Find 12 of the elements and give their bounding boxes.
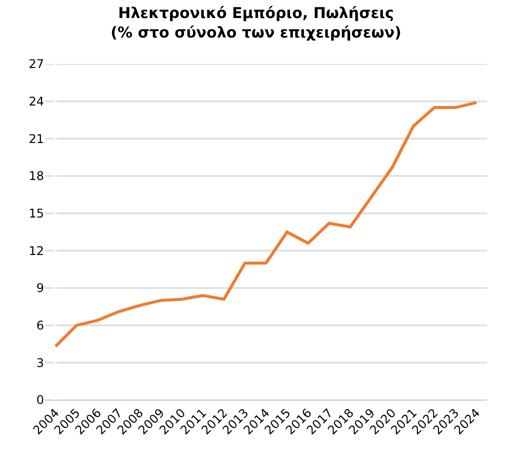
y-tick-label: 24 xyxy=(28,94,44,109)
y-tick-label: 18 xyxy=(28,169,44,184)
y-tick-label: 12 xyxy=(28,244,44,258)
y-tick-label: 15 xyxy=(28,206,44,221)
y-tick-label: 21 xyxy=(28,132,44,146)
line-series xyxy=(54,101,478,348)
y-tick-label: 0 xyxy=(36,393,44,408)
y-tick-label: 3 xyxy=(36,356,44,370)
y-tick-label: 9 xyxy=(36,281,44,296)
chart-title: Ηλεκτρονικό Εμπόριο, Πωλήσεις (% στο σύνολο των επιχειρήσεων) xyxy=(110,4,402,42)
y-tick-label: 6 xyxy=(36,318,44,333)
y-tick-label: 27 xyxy=(28,57,44,72)
